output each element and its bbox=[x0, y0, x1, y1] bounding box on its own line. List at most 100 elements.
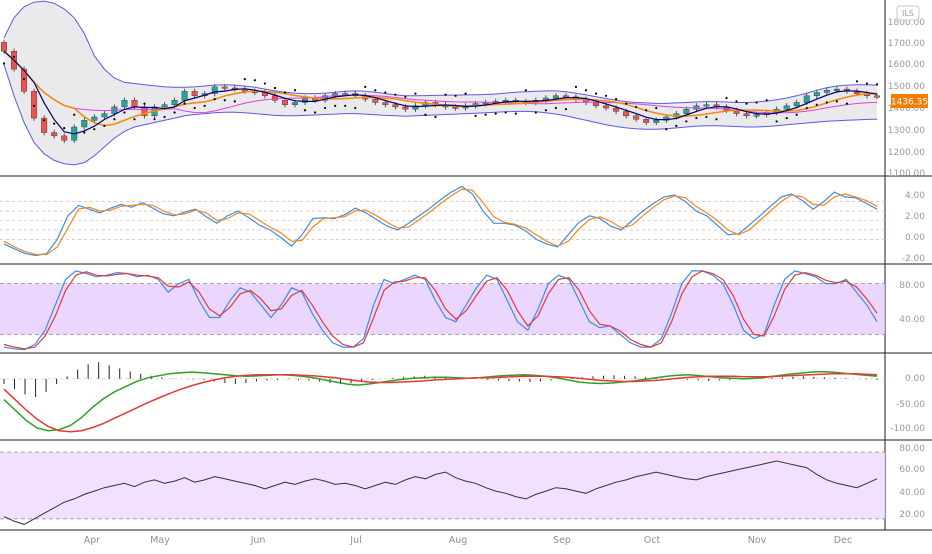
stochastic-line-1 bbox=[3, 270, 878, 350]
candle-body bbox=[593, 102, 600, 107]
parabolic-sar-dot bbox=[675, 124, 678, 127]
parabolic-sar-dot bbox=[865, 82, 869, 85]
parabolic-sar-dot bbox=[655, 106, 658, 110]
date-axis: Apr May Jun Jul Aug Sep Oct Nov Dec bbox=[84, 535, 852, 546]
parabolic-sar-dot bbox=[43, 119, 46, 122]
parabolic-sar-dot bbox=[404, 95, 407, 99]
parabolic-sar-dot bbox=[133, 118, 136, 121]
parabolic-sar-dot bbox=[424, 113, 427, 116]
parabolic-sar-dot bbox=[83, 131, 86, 134]
parabolic-sar-dot bbox=[303, 109, 307, 112]
macd-line-1 bbox=[3, 372, 878, 433]
parabolic-sar-dot bbox=[685, 120, 688, 123]
oscillator-axis-label: -4.00 bbox=[902, 0, 926, 3]
stochastic-axis-label: 40.00 bbox=[899, 315, 925, 325]
parabolic-sar-dot bbox=[795, 113, 798, 116]
parabolic-sar-dot bbox=[313, 111, 317, 114]
parabolic-sar-dot bbox=[604, 94, 608, 97]
date-axis-label-nov: Nov bbox=[748, 535, 767, 546]
parabolic-sar-dot bbox=[715, 118, 718, 121]
parabolic-sar-dot bbox=[534, 111, 537, 114]
parabolic-sar-dot bbox=[53, 122, 56, 125]
macd-line-0 bbox=[3, 370, 878, 432]
last-price-tag-bg bbox=[891, 94, 928, 108]
candle-body bbox=[131, 100, 138, 108]
parabolic-sar-dot bbox=[494, 112, 497, 115]
parabolic-sar-dot bbox=[173, 111, 176, 114]
date-axis-label-may: May bbox=[150, 535, 170, 546]
parabolic-sar-dot bbox=[223, 99, 226, 102]
date-axis-label-apr: Apr bbox=[84, 535, 101, 546]
currency-badge[interactable]: ILS bbox=[896, 5, 920, 21]
candle-body bbox=[783, 105, 790, 110]
candle-body bbox=[271, 95, 278, 101]
candle-body bbox=[292, 102, 298, 105]
parabolic-sar-dot bbox=[273, 86, 277, 90]
currency-badge-text: ILS bbox=[902, 9, 914, 18]
oscillator-line-0 bbox=[3, 185, 878, 257]
parabolic-sar-dot bbox=[845, 102, 848, 105]
bollinger-band-fill bbox=[4, 1, 877, 165]
parabolic-sar-dot bbox=[364, 85, 367, 88]
moving-average-slow bbox=[3, 50, 878, 114]
last-price-tag-text: 1436.35 bbox=[891, 98, 928, 108]
parabolic-sar-dot bbox=[153, 118, 156, 121]
parabolic-sar-dot bbox=[554, 106, 557, 110]
candle-body bbox=[412, 105, 419, 110]
candle-body bbox=[643, 118, 650, 123]
rsi-axis-label: 20.00 bbox=[899, 510, 925, 520]
parabolic-sar-dot bbox=[33, 104, 36, 107]
rsi-line bbox=[3, 460, 878, 525]
candle-body bbox=[81, 120, 88, 128]
parabolic-sar-dot bbox=[594, 92, 598, 95]
parabolic-sar-dot bbox=[384, 91, 387, 94]
price-axis-label: 1700.00 bbox=[888, 39, 925, 49]
oscillator-axis-label: 0.00 bbox=[905, 233, 925, 243]
parabolic-sar-dot bbox=[745, 102, 748, 105]
parabolic-sar-dot bbox=[665, 128, 668, 131]
parabolic-sar-dot bbox=[584, 89, 588, 92]
parabolic-sar-dot bbox=[524, 89, 527, 92]
candle-body bbox=[21, 68, 28, 92]
parabolic-sar-dot bbox=[203, 104, 206, 107]
parabolic-sar-dot bbox=[835, 100, 838, 103]
parabolic-sar-dot bbox=[815, 103, 818, 106]
candle-body bbox=[121, 100, 128, 108]
candle-body bbox=[743, 113, 750, 117]
moving-average-fast bbox=[3, 50, 878, 135]
date-axis-label-sep: Sep bbox=[553, 535, 571, 546]
price-axis-label: 1300.00 bbox=[888, 126, 925, 136]
macd-axis-label: -100.00 bbox=[890, 424, 925, 434]
parabolic-sar-dot bbox=[394, 93, 397, 96]
candle-body bbox=[1, 42, 7, 52]
candle-body bbox=[31, 91, 38, 119]
candle-body bbox=[663, 116, 670, 121]
candle-body bbox=[171, 100, 178, 105]
oscillator-axis-label: 4.00 bbox=[905, 191, 925, 201]
parabolic-sar-dot bbox=[123, 111, 126, 114]
parabolic-sar-dot bbox=[183, 102, 186, 105]
candle-body bbox=[41, 117, 48, 133]
parabolic-sar-dot bbox=[253, 79, 256, 82]
candle-body bbox=[703, 104, 710, 107]
parabolic-sar-dot bbox=[63, 127, 66, 130]
parabolic-sar-dot bbox=[755, 101, 758, 104]
candle-body bbox=[633, 115, 640, 120]
parabolic-sar-dot bbox=[444, 93, 447, 96]
rsi-axis-label: 60.00 bbox=[899, 465, 925, 475]
parabolic-sar-dot bbox=[725, 96, 728, 100]
candle-body bbox=[552, 95, 559, 99]
candle-body bbox=[382, 102, 389, 105]
parabolic-sar-dot bbox=[113, 118, 116, 121]
parabolic-sar-dot bbox=[544, 109, 547, 112]
parabolic-sar-dot bbox=[875, 83, 879, 86]
parabolic-sar-dot bbox=[93, 128, 96, 131]
candle-body bbox=[161, 104, 168, 108]
parabolic-sar-dot bbox=[474, 114, 477, 117]
parabolic-sar-dot bbox=[564, 108, 568, 111]
parabolic-sar-dot bbox=[855, 80, 859, 83]
rsi-axis-label: 40.00 bbox=[899, 488, 925, 498]
parabolic-sar-dot bbox=[504, 111, 507, 114]
